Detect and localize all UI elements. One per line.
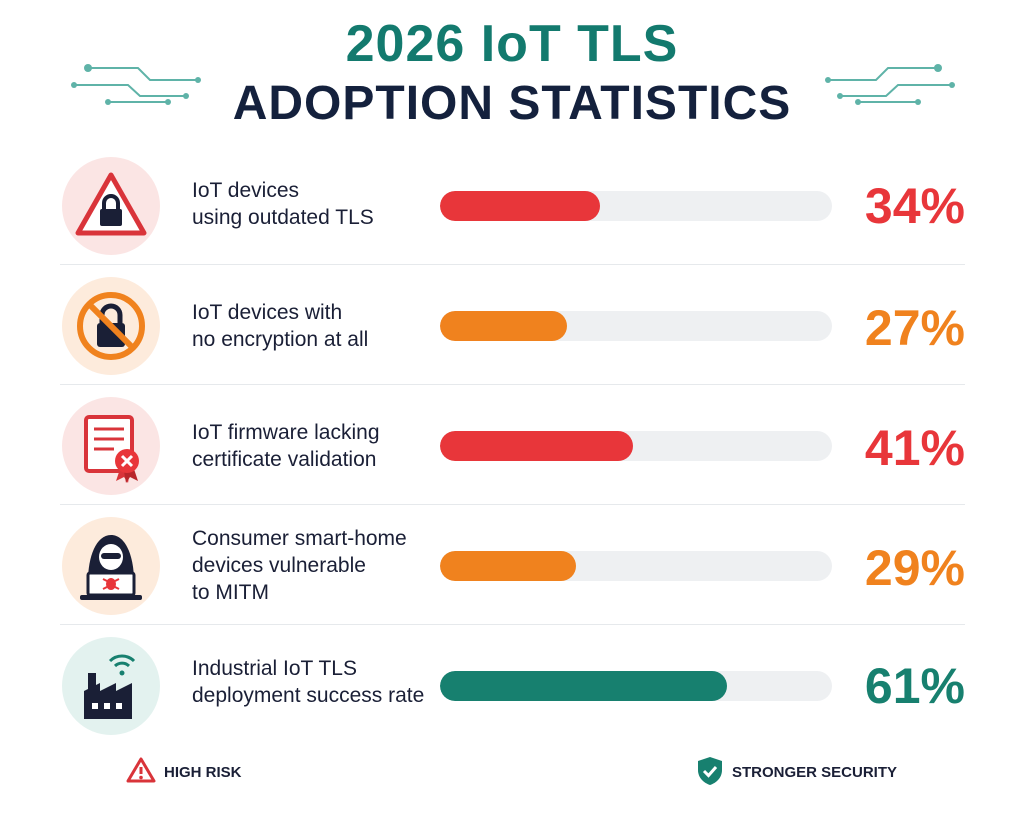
- bar-track: [440, 431, 832, 461]
- stat-label: Industrial IoT TLS deployment success ra…: [192, 655, 442, 709]
- stat-label-line: no encryption at all: [192, 328, 369, 351]
- row-divider: [60, 504, 965, 505]
- row-divider: [60, 624, 965, 625]
- legend-stronger-security-label: STRONGER SECURITY: [732, 764, 898, 781]
- value-label: 41%: [864, 420, 965, 476]
- no-lock-icon: [62, 277, 160, 375]
- value-label: 27%: [864, 300, 965, 356]
- bar-fill-no-encryption: [440, 311, 567, 341]
- stat-label-line: devices vulnerable: [192, 554, 366, 577]
- stat-label: IoT devices with no encryption at all: [192, 299, 442, 353]
- title-line-2: ADOPTION STATISTICS: [232, 77, 792, 130]
- hacker-laptop-icon: [62, 517, 160, 615]
- stat-label: Consumer smart-home devices vulnerable t…: [192, 525, 442, 606]
- stat-label: IoT firmware lacking certificate validat…: [192, 419, 442, 473]
- legend-high-risk-label: HIGH RISK: [164, 764, 242, 781]
- stat-label-line: Consumer smart-home: [192, 527, 407, 550]
- circuit-decoration-right: [825, 64, 955, 105]
- stat-label-line: to MITM: [192, 581, 269, 604]
- legend: HIGH RISK STRONGER SECURITY: [0, 752, 1024, 792]
- stat-row-no-encryption: IoT devices with no encryption at all 27…: [60, 265, 965, 385]
- stat-row-mitm: Consumer smart-home devices vulnerable t…: [60, 505, 965, 625]
- stat-label-line: using outdated TLS: [192, 206, 374, 229]
- stat-label-line: IoT devices: [192, 179, 299, 202]
- bar-fill-mitm: [440, 551, 577, 581]
- invalid-certificate-icon: [62, 397, 160, 495]
- bar-fill-certificate-validation: [440, 431, 633, 461]
- title-line-1: 2026 IoT TLS: [345, 15, 679, 73]
- value-label: 34%: [864, 178, 965, 234]
- stat-row-certificate-validation: IoT firmware lacking certificate validat…: [60, 385, 965, 505]
- warning-icon: [126, 757, 156, 783]
- bar-track: [440, 671, 832, 701]
- circuit-decoration-left: [71, 64, 201, 105]
- stat-label: IoT devices using outdated TLS: [192, 177, 442, 231]
- bar-track: [440, 191, 832, 221]
- row-divider: [60, 384, 965, 385]
- stat-label-line: IoT firmware lacking: [192, 421, 380, 444]
- value-label: 61%: [864, 658, 965, 714]
- shield-check-icon: [698, 757, 722, 785]
- stat-row-outdated-tls: IoT devices using outdated TLS 34%: [60, 145, 965, 265]
- stat-label-line: certificate validation: [192, 448, 377, 471]
- bar-fill-outdated-tls: [440, 191, 600, 221]
- warning-lock-icon: [62, 157, 160, 255]
- row-divider: [60, 264, 965, 265]
- bar-fill-industrial-iot: [440, 671, 727, 701]
- bar-track: [440, 311, 832, 341]
- factory-wifi-icon: [62, 637, 160, 735]
- stat-label-line: deployment success rate: [192, 684, 425, 707]
- stat-row-industrial-iot: Industrial IoT TLS deployment success ra…: [60, 625, 965, 745]
- stat-label-line: Industrial IoT TLS: [192, 657, 357, 680]
- legend-gradient-line: [256, 771, 680, 775]
- value-label: 29%: [864, 540, 965, 596]
- bar-track: [440, 551, 832, 581]
- stat-label-line: IoT devices with: [192, 301, 343, 324]
